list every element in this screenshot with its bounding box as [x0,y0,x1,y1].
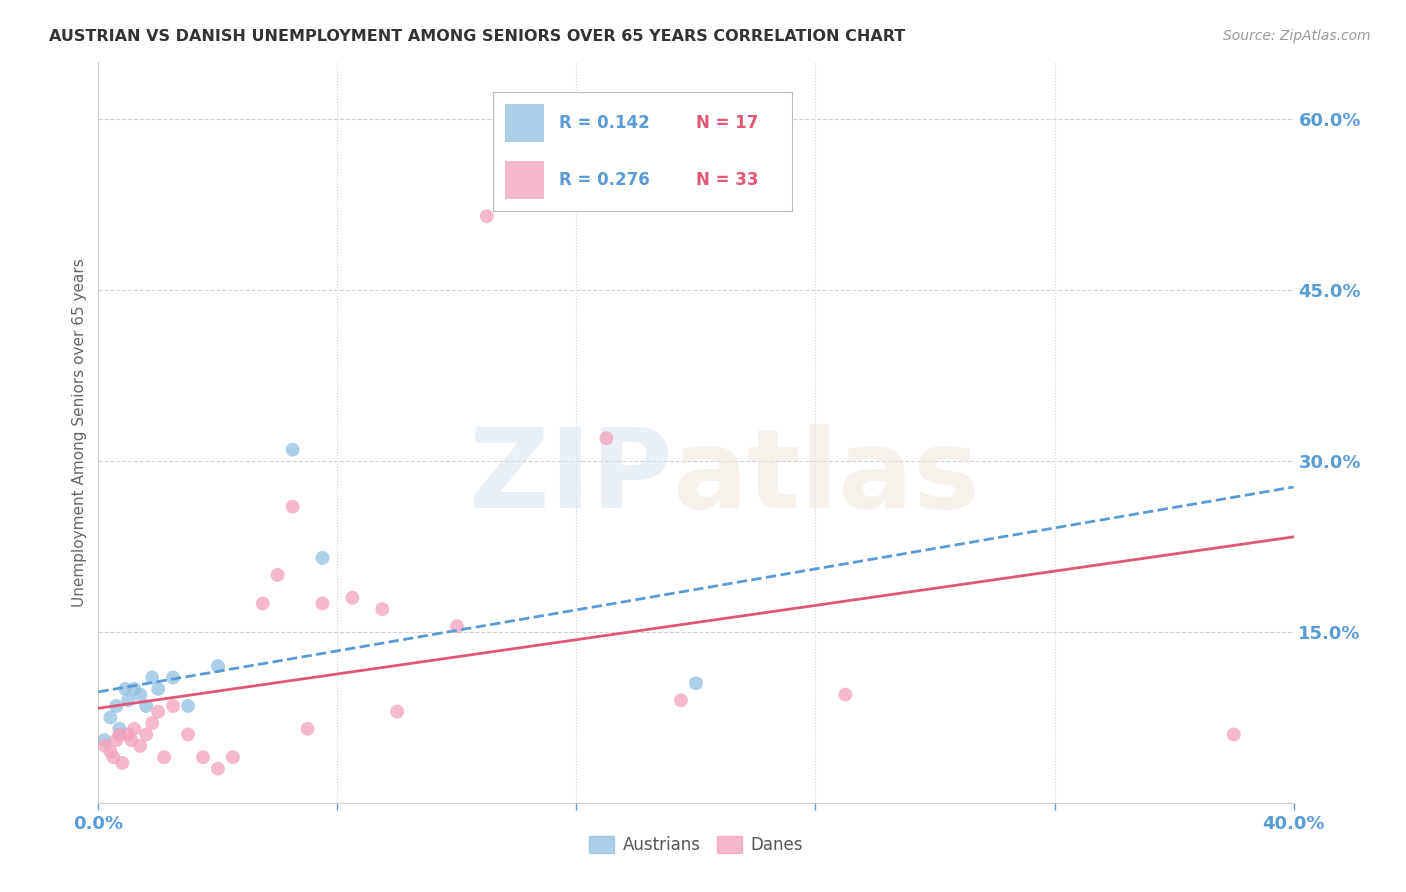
Point [129,739,152,753]
Point [108,722,131,736]
Point [177,727,200,741]
Point [281,500,304,514]
Point [191,750,214,764]
Point [148,705,170,719]
Point [135,727,157,741]
Point [124,681,146,696]
Text: AUSTRIAN VS DANISH UNEMPLOYMENT AMONG SENIORS OVER 65 YEARS CORRELATION CHART: AUSTRIAN VS DANISH UNEMPLOYMENT AMONG SE… [49,29,905,44]
Point [105,733,128,747]
Point [267,568,290,582]
Point [371,602,394,616]
Point [177,698,200,713]
Point [103,750,125,764]
Point [148,681,170,696]
Point [595,431,617,445]
Point [162,671,184,685]
Point [93,733,115,747]
Point [135,698,157,713]
Point [311,550,333,565]
Point [108,727,131,741]
Point [281,442,304,457]
Point [124,722,146,736]
Point [114,681,136,696]
Point [685,676,707,690]
Text: ZIP: ZIP [468,424,672,531]
Point [129,688,152,702]
Point [153,750,176,764]
Text: atlas: atlas [672,424,980,531]
Point [117,727,139,741]
Point [111,756,134,770]
Point [207,762,229,776]
Point [311,597,333,611]
Point [162,698,184,713]
Text: Source: ZipAtlas.com: Source: ZipAtlas.com [1223,29,1371,43]
Legend: Austrians, Danes: Austrians, Danes [582,830,810,861]
Point [222,750,245,764]
Point [98,745,122,759]
Y-axis label: Unemployment Among Seniors over 65 years: Unemployment Among Seniors over 65 years [72,259,87,607]
Point [120,733,142,747]
Point [93,739,115,753]
Point [446,619,468,633]
Point [342,591,364,605]
Point [105,698,128,713]
Point [207,659,229,673]
Point [141,671,163,685]
Point [475,209,498,223]
Point [98,710,122,724]
Point [117,693,139,707]
Point [385,705,409,719]
Point [141,716,163,731]
Point [669,693,692,707]
Point [252,597,274,611]
Point [297,722,319,736]
Point [834,688,856,702]
Point [1223,727,1246,741]
